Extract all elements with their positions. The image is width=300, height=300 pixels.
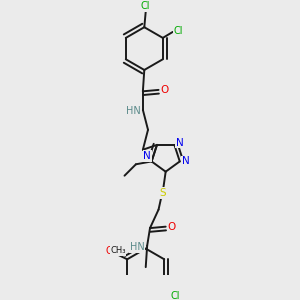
- Text: O: O: [161, 85, 169, 95]
- Text: N: N: [176, 138, 184, 148]
- Text: N: N: [182, 156, 190, 167]
- Text: Cl: Cl: [141, 1, 151, 11]
- Text: Cl: Cl: [170, 291, 179, 300]
- Text: S: S: [160, 188, 166, 198]
- Text: N: N: [143, 151, 151, 161]
- Text: Cl: Cl: [174, 26, 183, 36]
- Text: HN: HN: [125, 106, 140, 116]
- Text: O: O: [168, 222, 176, 232]
- Text: HN: HN: [130, 242, 145, 252]
- Text: O: O: [106, 246, 113, 256]
- Text: CH₃: CH₃: [110, 246, 126, 255]
